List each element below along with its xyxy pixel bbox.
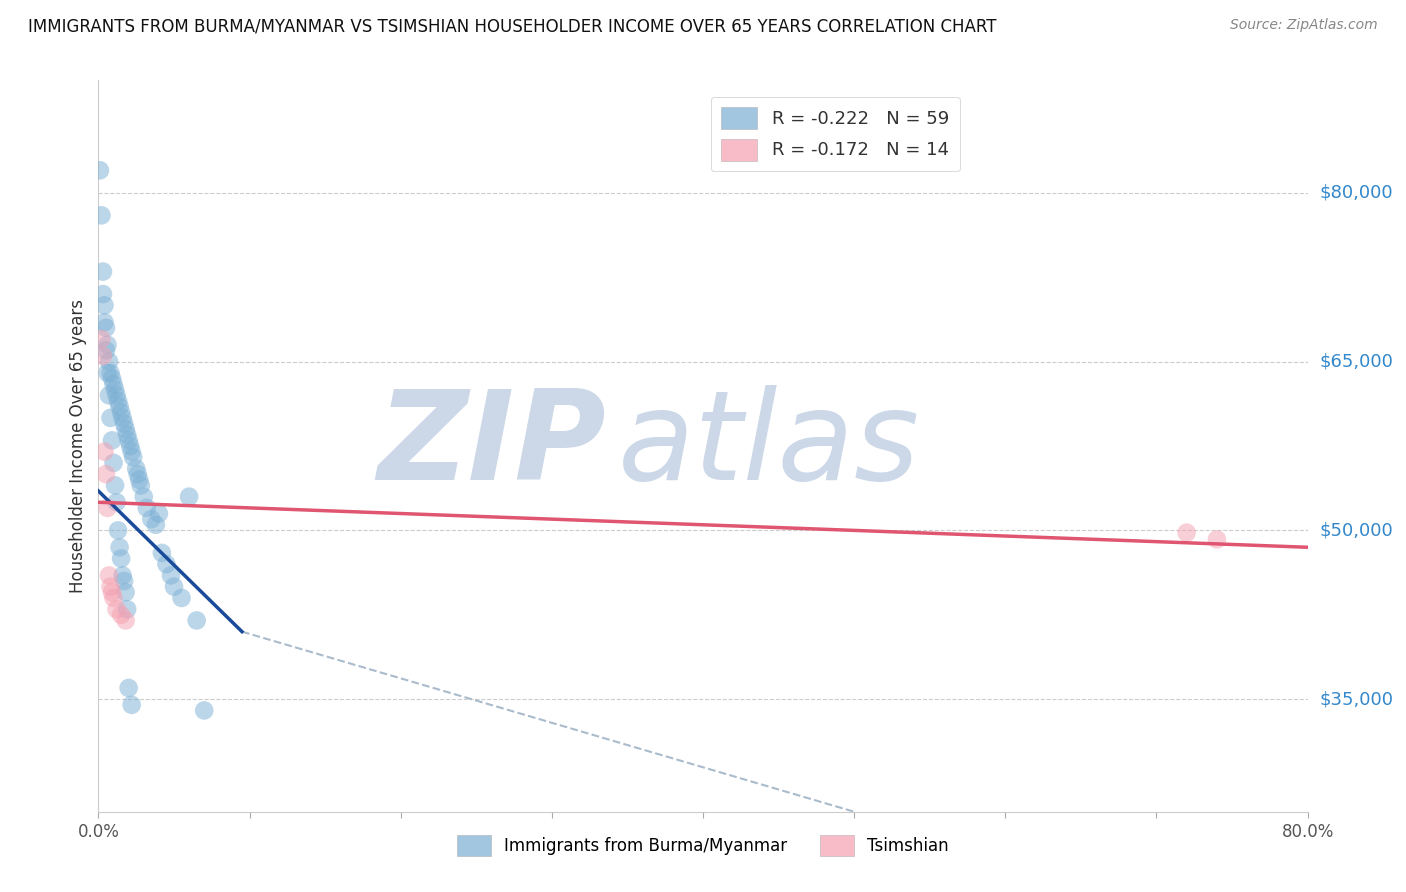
Point [127,467,149,482]
Point [94,467,117,482]
Point [135,500,157,515]
Point [105,388,128,402]
Point [110,551,132,566]
Point [114,585,136,599]
Point [105,495,128,509]
Point [114,614,136,628]
Point [101,434,124,448]
Point [128,473,150,487]
Point [93,315,115,329]
Point [101,371,124,385]
Point [98,388,121,402]
Point [163,580,186,594]
Point [103,591,125,605]
Point [91,264,114,278]
Point [129,478,152,492]
Point [104,383,127,397]
Point [160,568,183,582]
Point [118,681,141,695]
Point [125,461,148,475]
Point [150,546,173,560]
Point [100,366,122,380]
Point [89,163,111,178]
Point [96,337,118,351]
Point [96,366,118,380]
Point [108,541,131,555]
Text: $65,000: $65,000 [1320,352,1393,370]
Point [118,434,141,448]
Point [122,450,145,465]
Point [93,444,115,458]
Point [91,349,114,363]
Point [115,602,138,616]
Point [107,394,129,409]
Point [101,585,124,599]
Point [108,400,131,414]
Point [104,478,127,492]
Point [121,698,143,712]
Point [170,591,193,605]
Point [1206,533,1229,547]
Point [155,557,177,571]
Point [90,332,112,346]
Point [103,377,125,392]
Point [112,417,135,431]
Legend: Immigrants from Burma/Myanmar, Tsimshian: Immigrants from Burma/Myanmar, Tsimshian [447,825,959,865]
Point [111,410,134,425]
Point [100,580,122,594]
Point [110,607,132,622]
Text: $35,000: $35,000 [1320,690,1393,708]
Point [112,574,135,588]
Point [107,524,129,538]
Point [115,427,138,442]
Point [111,568,134,582]
Point [100,410,122,425]
Point [177,490,201,504]
Point [98,354,121,368]
Point [105,602,128,616]
Text: atlas: atlas [619,385,921,507]
Point [96,500,118,515]
Point [93,298,115,312]
Point [148,507,170,521]
Point [103,456,125,470]
Point [193,703,215,717]
Point [94,343,117,358]
Point [141,512,163,526]
Text: ZIP: ZIP [378,385,606,507]
Text: IMMIGRANTS FROM BURMA/MYANMAR VS TSIMSHIAN HOUSEHOLDER INCOME OVER 65 YEARS CORR: IMMIGRANTS FROM BURMA/MYANMAR VS TSIMSHI… [28,18,997,36]
Point [98,568,121,582]
Text: $80,000: $80,000 [1320,184,1393,202]
Point [145,517,167,532]
Point [110,405,132,419]
Text: Source: ZipAtlas.com: Source: ZipAtlas.com [1230,18,1378,32]
Y-axis label: Householder Income Over 65 years: Householder Income Over 65 years [69,299,87,593]
Point [121,444,143,458]
Point [90,208,112,222]
Point [186,614,208,628]
Point [114,422,136,436]
Text: $50,000: $50,000 [1320,522,1393,540]
Point [94,321,117,335]
Point [132,490,155,504]
Point [120,439,142,453]
Point [1175,525,1198,540]
Point [91,287,114,301]
